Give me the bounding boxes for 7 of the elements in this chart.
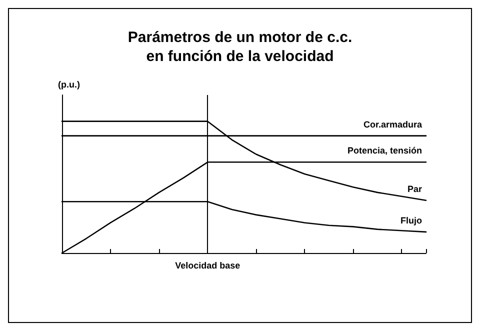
- chart-title: Parámetros de un motor de c.c. en función de la velocidad: [128, 29, 352, 65]
- series-label: Potencia, tensión: [347, 146, 422, 156]
- series-label: Cor.armadura: [363, 119, 423, 130]
- series-label: Flujo: [400, 215, 422, 226]
- text: Velocidad base: [175, 260, 240, 270]
- y-axis-title: (p.u.): [58, 80, 80, 90]
- series-label: Par: [407, 184, 422, 194]
